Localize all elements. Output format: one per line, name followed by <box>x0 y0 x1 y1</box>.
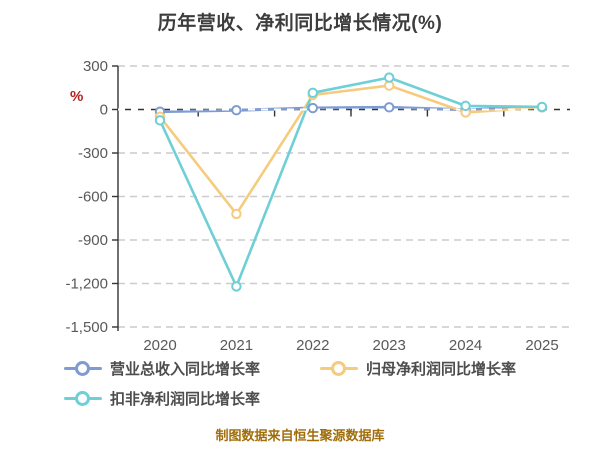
legend-item-net-profit-growth: 归母净利润同比增长率 <box>320 358 548 379</box>
data-point-marker-s0-2021 <box>231 105 242 116</box>
chart-source-caption: 制图数据来自恒生聚源数据库 <box>215 428 385 443</box>
x-axis-tick-label: 2024 <box>449 337 482 354</box>
data-point-marker-s2-2021 <box>231 281 242 292</box>
y-axis-tick-label: -900 <box>78 232 108 249</box>
series-line-2 <box>158 76 544 288</box>
data-point-marker-s2-2023 <box>384 72 395 83</box>
y-axis-tick-label: 300 <box>83 58 108 75</box>
y-axis-tick-label: -1,200 <box>65 276 108 293</box>
x-axis-tick-label: 2025 <box>525 337 558 354</box>
series-line-1 <box>158 84 544 216</box>
legend-label-revenue-growth: 营业总收入同比增长率 <box>110 361 261 378</box>
y-axis-tick-label: -300 <box>78 145 108 162</box>
legend-marker-deducted-net-profit <box>64 391 102 406</box>
legend-label-net-profit-growth: 归母净利润同比增长率 <box>366 361 517 378</box>
data-point-marker-s0-2023 <box>384 102 395 113</box>
legend-circle-icon <box>75 391 90 406</box>
x-axis-tick-label: 2023 <box>373 337 406 354</box>
x-axis-tick-label: 2020 <box>143 337 176 354</box>
data-point-marker-s2-2025 <box>536 101 548 113</box>
data-point-marker-s1-2021 <box>231 208 242 220</box>
legend-label-deducted-net-profit-growth: 扣非净利润同比增长率 <box>110 391 261 408</box>
legend-item-deducted-net-profit-growth: 扣非净利润同比增长率 <box>64 388 292 409</box>
data-point-marker-s2-2022 <box>307 87 318 99</box>
x-axis-tick-label: 2021 <box>220 337 253 354</box>
y-axis-tick-label: -1,500 <box>65 319 108 336</box>
legend-circle-icon <box>331 361 346 376</box>
legend-marker-revenue <box>64 361 102 376</box>
x-axis-tick-label: 2022 <box>296 337 329 354</box>
legend-item-revenue-growth: 营业总收入同比增长率 <box>64 358 292 379</box>
data-point-marker-s2-2024 <box>460 100 471 112</box>
y-axis-unit-label: % <box>70 88 84 105</box>
legend-marker-net-profit <box>320 361 358 376</box>
chart-title: 历年营收、净利同比增长情况(%) <box>157 13 443 34</box>
data-point-marker-s0-2022 <box>307 102 318 114</box>
y-axis-tick-label: 0 <box>100 102 108 119</box>
chart-legend: 营业总收入同比增长率 归母净利润同比增长率 扣非净利润同比增长率 <box>64 358 574 409</box>
y-axis-tick-label: -600 <box>78 189 108 206</box>
legend-circle-icon <box>75 361 90 376</box>
data-point-marker-s2-2020 <box>154 115 166 126</box>
